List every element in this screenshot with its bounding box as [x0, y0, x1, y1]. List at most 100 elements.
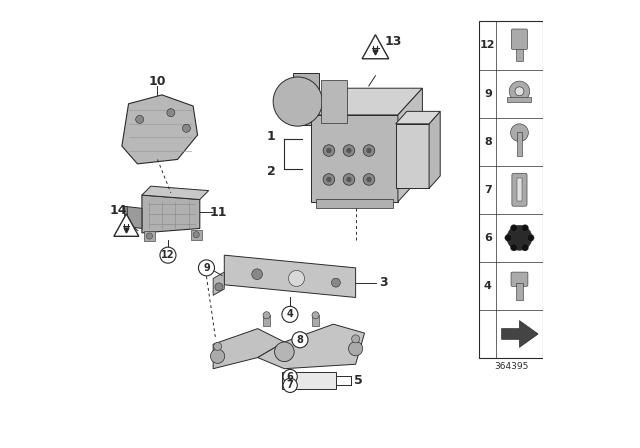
- Text: 9: 9: [484, 89, 492, 99]
- Circle shape: [283, 370, 298, 383]
- Bar: [264, 315, 269, 327]
- Bar: [516, 283, 523, 300]
- Circle shape: [167, 109, 175, 116]
- Text: 8: 8: [296, 335, 303, 345]
- Text: 364395: 364395: [494, 362, 528, 370]
- Circle shape: [332, 278, 340, 287]
- Circle shape: [136, 116, 144, 123]
- Polygon shape: [224, 255, 356, 297]
- Circle shape: [147, 233, 152, 239]
- Polygon shape: [396, 124, 429, 188]
- Text: 7: 7: [484, 185, 492, 195]
- Polygon shape: [114, 214, 139, 236]
- Bar: [316, 198, 394, 208]
- Circle shape: [363, 174, 375, 185]
- Circle shape: [326, 177, 332, 182]
- Circle shape: [366, 177, 372, 182]
- Text: 3: 3: [379, 276, 388, 289]
- Bar: [282, 372, 335, 389]
- Bar: [293, 73, 319, 125]
- Bar: [144, 231, 156, 241]
- FancyBboxPatch shape: [511, 272, 528, 286]
- Circle shape: [346, 148, 351, 153]
- Circle shape: [343, 174, 355, 185]
- Text: 2: 2: [267, 165, 275, 178]
- Text: 1: 1: [267, 130, 275, 143]
- Circle shape: [507, 225, 532, 250]
- Polygon shape: [122, 95, 198, 164]
- Circle shape: [193, 232, 199, 238]
- Circle shape: [263, 312, 270, 319]
- Text: 7: 7: [287, 380, 294, 390]
- Circle shape: [275, 342, 294, 362]
- Circle shape: [214, 342, 221, 350]
- Circle shape: [273, 77, 323, 126]
- Circle shape: [505, 234, 512, 241]
- Bar: [516, 132, 522, 156]
- Bar: [321, 80, 347, 123]
- Circle shape: [366, 148, 372, 153]
- Text: 4: 4: [484, 281, 492, 291]
- Text: 12: 12: [480, 40, 495, 51]
- Polygon shape: [311, 115, 398, 202]
- Circle shape: [215, 283, 223, 291]
- Circle shape: [292, 332, 308, 348]
- Polygon shape: [213, 329, 284, 369]
- Circle shape: [198, 260, 214, 276]
- Bar: [124, 207, 127, 228]
- Polygon shape: [502, 321, 538, 347]
- Circle shape: [343, 145, 355, 156]
- Circle shape: [515, 87, 524, 96]
- Polygon shape: [142, 186, 209, 199]
- Polygon shape: [429, 112, 440, 188]
- Bar: [312, 315, 319, 327]
- Circle shape: [182, 124, 191, 132]
- Circle shape: [527, 234, 534, 241]
- Text: 10: 10: [148, 75, 166, 88]
- Text: 6: 6: [287, 371, 294, 382]
- Polygon shape: [213, 272, 224, 295]
- FancyBboxPatch shape: [511, 29, 527, 49]
- Polygon shape: [258, 324, 365, 369]
- Circle shape: [289, 271, 305, 286]
- Text: 8: 8: [484, 137, 492, 146]
- Circle shape: [283, 378, 298, 392]
- Circle shape: [312, 312, 319, 319]
- Polygon shape: [142, 195, 200, 233]
- Circle shape: [211, 349, 225, 363]
- Bar: [516, 178, 522, 201]
- Circle shape: [349, 341, 363, 356]
- Circle shape: [252, 269, 262, 280]
- Circle shape: [510, 244, 518, 251]
- Circle shape: [323, 145, 335, 156]
- Circle shape: [363, 145, 375, 156]
- Circle shape: [351, 335, 360, 343]
- Circle shape: [510, 224, 518, 232]
- Circle shape: [282, 306, 298, 323]
- Bar: [479, 22, 543, 358]
- Bar: [508, 97, 531, 103]
- Bar: [516, 48, 523, 61]
- Polygon shape: [398, 88, 422, 202]
- Polygon shape: [311, 88, 422, 115]
- Text: 4: 4: [287, 310, 293, 319]
- Circle shape: [509, 81, 530, 102]
- Text: 11: 11: [210, 206, 227, 219]
- Text: 9: 9: [203, 263, 210, 273]
- Circle shape: [326, 148, 332, 153]
- Circle shape: [346, 177, 351, 182]
- Text: 14: 14: [109, 204, 127, 217]
- Text: 5: 5: [355, 374, 363, 387]
- Polygon shape: [125, 207, 142, 228]
- Circle shape: [522, 224, 529, 232]
- Polygon shape: [362, 35, 388, 59]
- Circle shape: [522, 244, 529, 251]
- Bar: [191, 230, 202, 240]
- Text: 6: 6: [484, 233, 492, 243]
- Circle shape: [160, 247, 176, 263]
- Circle shape: [511, 124, 529, 142]
- FancyBboxPatch shape: [512, 173, 527, 206]
- Circle shape: [323, 174, 335, 185]
- Polygon shape: [396, 112, 440, 124]
- Text: 12: 12: [161, 250, 175, 260]
